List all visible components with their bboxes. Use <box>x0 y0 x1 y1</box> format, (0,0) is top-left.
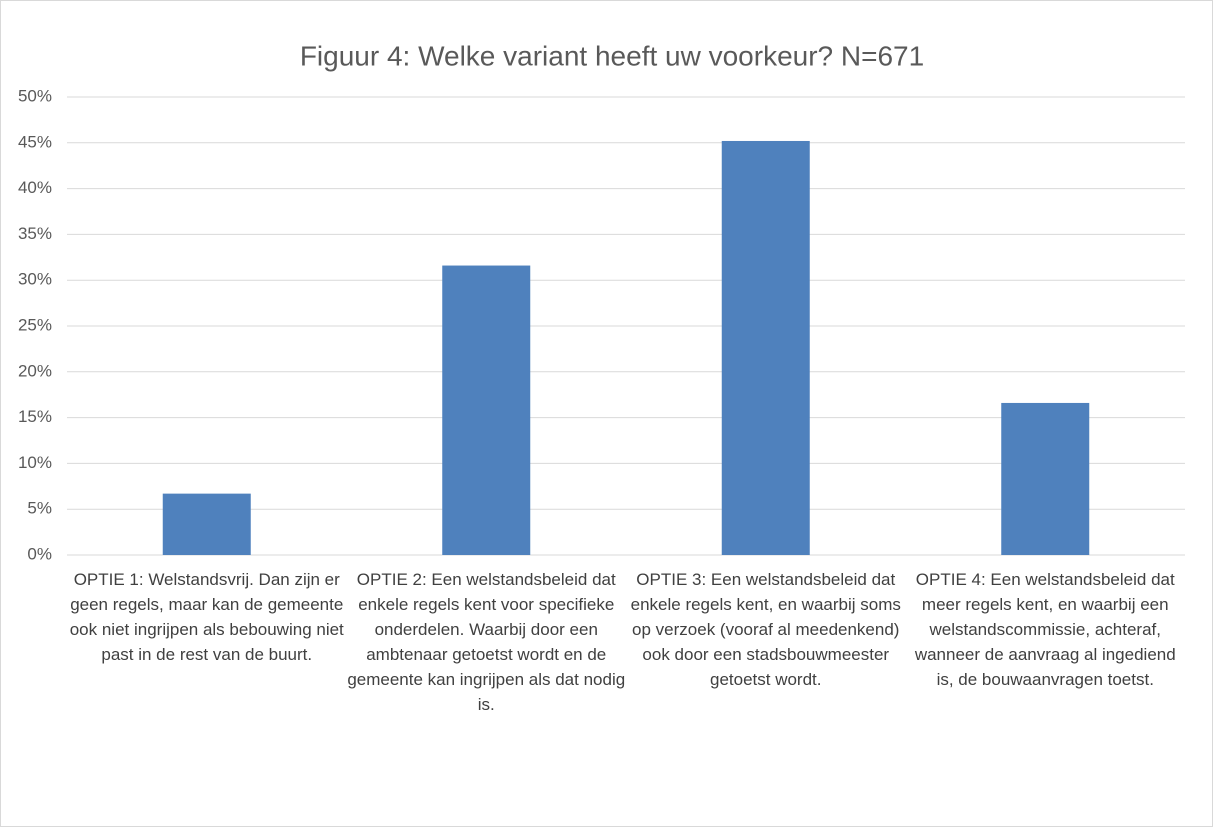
y-tick-label: 0% <box>27 544 52 563</box>
y-tick-label: 15% <box>18 407 52 426</box>
bar <box>442 265 531 555</box>
y-tick-label: 45% <box>18 132 52 151</box>
y-tick-label: 50% <box>18 86 52 105</box>
y-tick-label: 10% <box>18 453 52 472</box>
bar <box>721 140 810 555</box>
y-tick-label: 40% <box>18 178 52 197</box>
y-tick-label: 5% <box>27 499 52 518</box>
chart-title: Figuur 4: Welke variant heeft uw voorkeu… <box>300 40 924 71</box>
bar <box>162 493 251 555</box>
x-tick-label: OPTIE 1: Welstandsvrij. Dan zijn er geen… <box>69 570 344 664</box>
x-tick-label: OPTIE 2: Een welstandsbeleid dat enkele … <box>347 570 626 714</box>
x-tick-label: OPTIE 4: Een welstandsbeleid dat meer re… <box>914 570 1176 689</box>
bar <box>1001 402 1090 555</box>
y-tick-label: 25% <box>18 315 52 334</box>
y-tick-label: 35% <box>18 224 52 243</box>
y-tick-label: 20% <box>18 361 52 380</box>
y-tick-label: 30% <box>18 270 52 289</box>
x-tick-label: OPTIE 3: Een welstandsbeleid dat enkele … <box>630 570 901 689</box>
